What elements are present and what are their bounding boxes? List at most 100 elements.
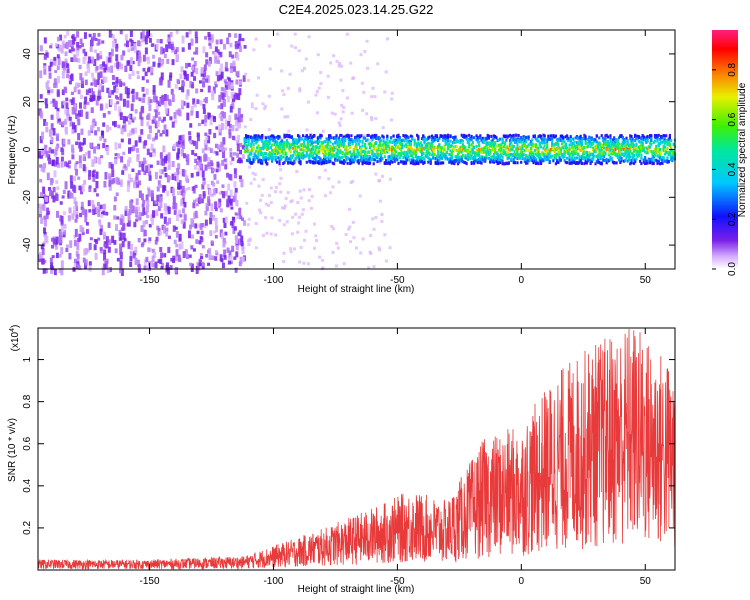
spectrogram-cell xyxy=(598,150,601,154)
spectrogram-cell xyxy=(228,51,232,58)
spectrogram-cell xyxy=(453,135,456,139)
spectrogram-cell xyxy=(319,144,322,148)
spectrogram-cell xyxy=(564,145,567,149)
spectrogram-cell xyxy=(389,118,393,122)
spectrogram-cell xyxy=(83,101,87,110)
spectrogram-cell xyxy=(464,154,467,158)
spectrogram-cell xyxy=(517,155,520,159)
spectrogram-cell xyxy=(193,61,197,67)
spectrogram-cell xyxy=(653,135,657,139)
spectrogram-cell xyxy=(129,261,133,268)
spectrogram-cell xyxy=(240,114,244,118)
spectrogram-cell xyxy=(329,140,332,144)
spectrogram-cell xyxy=(257,134,260,138)
spectrogram-cell xyxy=(101,267,105,276)
spectrogram-cell xyxy=(270,216,274,220)
spectrogram-cell xyxy=(464,156,467,160)
spectrogram-cell xyxy=(220,190,224,194)
spectrogram-cell xyxy=(661,155,664,159)
spectrogram-cell xyxy=(209,45,213,49)
spectrogram-cell xyxy=(296,136,300,140)
spectrogram-cell xyxy=(113,38,117,44)
spectrogram-cell xyxy=(279,146,282,150)
spectrogram-cell xyxy=(367,150,370,154)
spectrogram-cell xyxy=(459,138,462,142)
spectrogram-cell xyxy=(285,139,289,143)
spectrogram-cell xyxy=(315,111,319,115)
spectrogram-cell xyxy=(449,153,452,157)
spectrogram-cell xyxy=(239,256,243,265)
spectrogram-cell xyxy=(136,184,140,188)
spectrogram-cell xyxy=(210,193,214,197)
spectrogram-cell xyxy=(217,124,221,133)
spectrogram-cell xyxy=(98,223,102,227)
spectrogram-cell xyxy=(382,139,385,143)
spectrogram-cell xyxy=(440,146,443,150)
spectrogram-cell xyxy=(264,155,267,159)
spectrogram-cell xyxy=(167,165,171,170)
spectrogram-cell xyxy=(197,156,201,160)
spectrogram-cell xyxy=(181,148,185,157)
spectrogram-cell xyxy=(247,154,250,158)
spectrogram-cell xyxy=(40,245,44,250)
spectrogram-cell xyxy=(292,137,295,141)
spectrogram-cell xyxy=(251,152,255,156)
spectrogram-cell xyxy=(665,139,668,143)
spectrogram-cell xyxy=(254,149,258,153)
spectrogram-cell xyxy=(73,54,77,63)
spectrogram-cell xyxy=(394,144,398,148)
spectrogram-cell xyxy=(499,144,502,148)
spectrogram-cell xyxy=(366,161,369,165)
spectrogram-cell xyxy=(175,231,179,238)
spectrogram-cell xyxy=(454,159,457,163)
spectrogram-cell xyxy=(486,142,489,146)
spectrogram-cell xyxy=(349,150,352,154)
spectrogram-cell xyxy=(593,148,596,152)
spectrogram-cell xyxy=(76,116,80,122)
spectrogram-cell xyxy=(55,193,59,202)
spectrogram-cell xyxy=(315,159,318,163)
spectrogram-cell xyxy=(206,75,210,83)
spectrogram-cell xyxy=(142,207,146,215)
spectrogram-cell xyxy=(329,147,332,151)
spectrogram-cell xyxy=(358,135,362,139)
spectrogram-cell xyxy=(306,148,310,152)
spectrogram-cell xyxy=(428,157,431,161)
spectrogram-cell xyxy=(162,161,166,165)
spectrogram-cell xyxy=(630,139,633,143)
spectrogram-cell xyxy=(362,158,365,162)
spectrogram-cell xyxy=(264,202,268,206)
spectrogram-cell xyxy=(637,151,641,155)
spectrogram-cell xyxy=(388,177,392,181)
spectrogram-cell xyxy=(261,146,264,150)
spectrogram-cell xyxy=(432,135,435,139)
spectrogram-cell xyxy=(274,186,278,190)
spectrogram-cell xyxy=(372,146,375,150)
spectrogram-cell xyxy=(253,157,256,161)
spectrogram-cell xyxy=(246,78,250,82)
spectrogram-cell xyxy=(655,150,658,154)
spectrogram-cell xyxy=(626,139,629,143)
spectrogram-cell xyxy=(380,149,383,153)
spectrogram-cell xyxy=(42,167,46,173)
spectrogram-cell xyxy=(399,148,403,152)
spectrogram-cell xyxy=(160,213,164,219)
spectrogram-cell xyxy=(148,104,152,112)
spectrogram-cell xyxy=(309,153,312,157)
spectrogram-cell xyxy=(440,153,443,157)
spectrogram-cell xyxy=(207,164,211,170)
spectrogram-cell xyxy=(122,222,126,231)
spectrogram-cell xyxy=(341,136,344,140)
spectrogram-cell xyxy=(251,139,254,143)
spectrogram-cell xyxy=(222,99,226,107)
spectrogram-cell xyxy=(144,47,148,55)
spectrogram-cell xyxy=(87,248,91,253)
spectrogram-cell xyxy=(437,146,440,150)
spectrogram-cell xyxy=(117,153,121,159)
spectrogram-cell xyxy=(288,157,291,161)
spectrogram-cell xyxy=(68,160,72,165)
spectrogram-cell xyxy=(249,160,253,164)
spectrogram-cell xyxy=(157,231,161,236)
spectrogram-cell xyxy=(228,128,232,135)
spectrogram-cell xyxy=(490,158,493,162)
